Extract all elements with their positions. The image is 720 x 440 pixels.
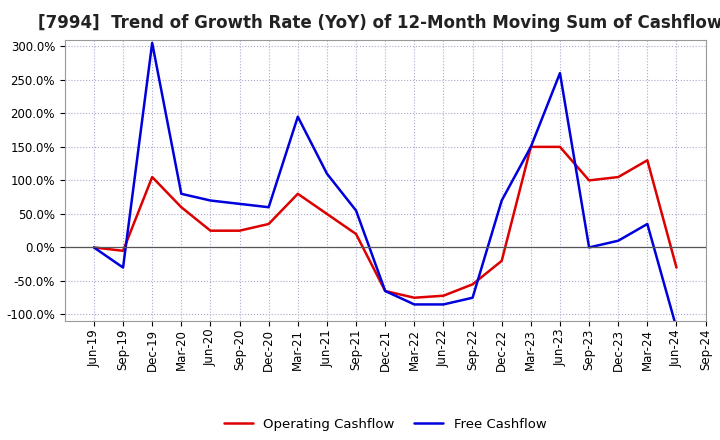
Operating Cashflow	[672, 265, 681, 270]
Line: Free Cashflow: Free Cashflow	[94, 43, 677, 328]
Free Cashflow	[148, 40, 156, 46]
Free Cashflow	[294, 114, 302, 119]
Operating Cashflow	[89, 245, 98, 250]
Operating Cashflow	[643, 158, 652, 163]
Operating Cashflow	[148, 174, 156, 180]
Free Cashflow	[381, 288, 390, 293]
Free Cashflow	[264, 205, 273, 210]
Free Cashflow	[643, 221, 652, 227]
Free Cashflow	[89, 245, 98, 250]
Legend: Operating Cashflow, Free Cashflow: Operating Cashflow, Free Cashflow	[224, 418, 546, 431]
Operating Cashflow	[119, 248, 127, 253]
Operating Cashflow	[235, 228, 244, 233]
Operating Cashflow	[468, 282, 477, 287]
Free Cashflow	[614, 238, 623, 243]
Line: Operating Cashflow: Operating Cashflow	[94, 147, 677, 298]
Free Cashflow	[498, 198, 506, 203]
Operating Cashflow	[294, 191, 302, 196]
Free Cashflow	[410, 302, 418, 307]
Operating Cashflow	[177, 205, 186, 210]
Free Cashflow	[177, 191, 186, 196]
Free Cashflow	[672, 325, 681, 330]
Operating Cashflow	[352, 231, 361, 237]
Operating Cashflow	[585, 178, 593, 183]
Free Cashflow	[585, 245, 593, 250]
Operating Cashflow	[206, 228, 215, 233]
Free Cashflow	[556, 70, 564, 76]
Operating Cashflow	[264, 221, 273, 227]
Operating Cashflow	[614, 174, 623, 180]
Free Cashflow	[206, 198, 215, 203]
Free Cashflow	[352, 208, 361, 213]
Free Cashflow	[439, 302, 448, 307]
Free Cashflow	[323, 171, 331, 176]
Title: [7994]  Trend of Growth Rate (YoY) of 12-Month Moving Sum of Cashflows: [7994] Trend of Growth Rate (YoY) of 12-…	[38, 15, 720, 33]
Operating Cashflow	[498, 258, 506, 264]
Operating Cashflow	[323, 211, 331, 216]
Free Cashflow	[235, 201, 244, 206]
Operating Cashflow	[556, 144, 564, 150]
Operating Cashflow	[439, 293, 448, 298]
Operating Cashflow	[526, 144, 535, 150]
Free Cashflow	[468, 295, 477, 301]
Free Cashflow	[119, 265, 127, 270]
Operating Cashflow	[381, 288, 390, 293]
Operating Cashflow	[410, 295, 418, 301]
Free Cashflow	[526, 144, 535, 150]
